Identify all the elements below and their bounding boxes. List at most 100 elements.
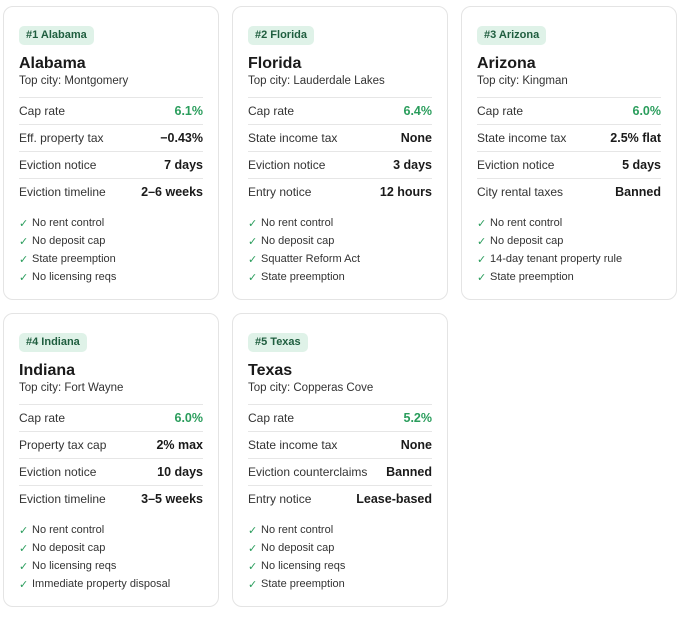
metrics-list: Cap rate 6.4% State income tax None Evicti… bbox=[248, 97, 432, 205]
check-icon: ✓ bbox=[248, 542, 258, 555]
check-icon: ✓ bbox=[248, 578, 258, 591]
metric-value: 5 days bbox=[622, 158, 661, 172]
metric-label: Entry notice bbox=[248, 492, 312, 506]
state-card-arizona: #3 Arizona Arizona Top city: Kingman Cap… bbox=[461, 6, 677, 300]
metric-row: Entry notice Lease-based bbox=[248, 486, 432, 512]
feature-label: No rent control bbox=[32, 524, 105, 536]
metric-label: State income tax bbox=[477, 131, 567, 145]
feature-item: ✓ State preemption bbox=[248, 575, 432, 593]
feature-item: ✓ State preemption bbox=[477, 268, 661, 286]
check-icon: ✓ bbox=[19, 271, 29, 284]
metric-label: Eff. property tax bbox=[19, 131, 104, 145]
feature-item: ✓ No deposit cap bbox=[477, 232, 661, 250]
check-icon: ✓ bbox=[19, 524, 29, 537]
metric-label: Eviction counterclaims bbox=[248, 465, 368, 479]
check-icon: ✓ bbox=[19, 217, 29, 230]
metric-label: Eviction timeline bbox=[19, 492, 106, 506]
metric-row: City rental taxes Banned bbox=[477, 179, 661, 205]
feature-label: 14-day tenant property rule bbox=[490, 253, 623, 265]
feature-item: ✓ No rent control bbox=[19, 521, 203, 539]
metric-value: 10 days bbox=[157, 465, 203, 479]
state-card-florida: #2 Florida Florida Top city: Lauderdale … bbox=[232, 6, 448, 300]
check-icon: ✓ bbox=[248, 271, 258, 284]
feature-label: No licensing reqs bbox=[32, 271, 117, 283]
check-icon: ✓ bbox=[248, 217, 258, 230]
state-card-indiana: #4 Indiana Indiana Top city: Fort Wayne … bbox=[3, 313, 219, 607]
feature-item: ✓ No licensing reqs bbox=[19, 557, 203, 575]
feature-item: ✓ Squatter Reform Act bbox=[248, 250, 432, 268]
metric-label: Eviction notice bbox=[477, 158, 555, 172]
metric-label: Eviction notice bbox=[19, 158, 97, 172]
state-card-texas: #5 Texas Texas Top city: Copperas Cove C… bbox=[232, 313, 448, 607]
feature-item: ✓ No deposit cap bbox=[248, 232, 432, 250]
feature-label: No deposit cap bbox=[32, 542, 106, 554]
feature-label: Immediate property disposal bbox=[32, 578, 171, 590]
metric-label: Cap rate bbox=[19, 411, 66, 425]
metric-value: None bbox=[400, 438, 432, 452]
feature-label: No rent control bbox=[261, 524, 334, 536]
metric-row: Eviction timeline 2–6 weeks bbox=[19, 179, 203, 205]
feature-item: ✓ No deposit cap bbox=[19, 539, 203, 557]
metric-label: Cap rate bbox=[477, 104, 524, 118]
feature-item: ✓ No rent control bbox=[248, 521, 432, 539]
metric-label: Eviction notice bbox=[248, 158, 326, 172]
state-name: Alabama bbox=[19, 55, 86, 72]
metric-row: Cap rate 6.0% bbox=[477, 98, 661, 125]
metric-value: 7 days bbox=[164, 158, 203, 172]
check-icon: ✓ bbox=[477, 217, 487, 230]
feature-item: ✓ No rent control bbox=[477, 214, 661, 232]
feature-item: ✓ No deposit cap bbox=[19, 232, 203, 250]
rank-badge: #3 Arizona bbox=[477, 26, 547, 45]
metric-row: Eviction counterclaims Banned bbox=[248, 459, 432, 486]
check-icon: ✓ bbox=[19, 560, 29, 573]
metric-row: Cap rate 5.2% bbox=[248, 405, 432, 432]
metric-value: Banned bbox=[615, 185, 661, 199]
metric-row: Cap rate 6.4% bbox=[248, 98, 432, 125]
metric-value: 2.5% flat bbox=[610, 131, 661, 145]
metric-row: Eviction notice 10 days bbox=[19, 459, 203, 486]
metric-row: Eviction notice 7 days bbox=[19, 152, 203, 179]
top-city: Top city: Lauderdale Lakes bbox=[248, 75, 385, 87]
feature-item: ✓ 14-day tenant property rule bbox=[477, 250, 661, 268]
features-list: ✓ No rent control ✓ No deposit cap ✓ No lic… bbox=[248, 521, 432, 593]
feature-label: No licensing reqs bbox=[261, 560, 346, 572]
metric-label: Cap rate bbox=[248, 411, 295, 425]
check-icon: ✓ bbox=[477, 253, 487, 266]
metric-row: State income tax 2.5% flat bbox=[477, 125, 661, 152]
check-icon: ✓ bbox=[477, 271, 487, 284]
metric-value: 6.4% bbox=[403, 104, 433, 118]
feature-item: ✓ State preemption bbox=[248, 268, 432, 286]
state-name: Indiana bbox=[19, 362, 76, 379]
metric-label: City rental taxes bbox=[477, 185, 564, 199]
feature-item: ✓ No rent control bbox=[248, 214, 432, 232]
feature-label: No rent control bbox=[490, 217, 563, 229]
top-city: Top city: Copperas Cove bbox=[248, 382, 374, 394]
feature-label: No deposit cap bbox=[32, 235, 106, 247]
feature-label: No rent control bbox=[261, 217, 334, 229]
metrics-list: Cap rate 5.2% State income tax None Evicti… bbox=[248, 404, 432, 512]
feature-label: State preemption bbox=[261, 578, 345, 590]
check-icon: ✓ bbox=[248, 253, 258, 266]
check-icon: ✓ bbox=[19, 235, 29, 248]
top-city: Top city: Kingman bbox=[477, 75, 568, 87]
rank-badge: #4 Indiana bbox=[19, 333, 87, 352]
metrics-list: Cap rate 6.0% Property tax cap 2% max Evic… bbox=[19, 404, 203, 512]
metric-label: Eviction notice bbox=[19, 465, 97, 479]
check-icon: ✓ bbox=[248, 524, 258, 537]
metric-value: Lease-based bbox=[356, 492, 432, 506]
metric-row: Cap rate 6.1% bbox=[19, 98, 203, 125]
feature-item: ✓ No licensing reqs bbox=[19, 268, 203, 286]
check-icon: ✓ bbox=[19, 542, 29, 555]
metric-label: Entry notice bbox=[248, 185, 312, 199]
features-list: ✓ No rent control ✓ No deposit cap ✓ Squatt… bbox=[248, 214, 432, 286]
feature-label: No deposit cap bbox=[261, 542, 335, 554]
feature-item: ✓ No deposit cap bbox=[248, 539, 432, 557]
metric-row: Eff. property tax −0.43% bbox=[19, 125, 203, 152]
metric-value: 5.2% bbox=[403, 411, 433, 425]
metrics-list: Cap rate 6.1% Eff. property tax −0.43% Evi… bbox=[19, 97, 203, 205]
metric-value: 6.0% bbox=[174, 411, 204, 425]
feature-label: State preemption bbox=[490, 271, 574, 283]
check-icon: ✓ bbox=[248, 235, 258, 248]
check-icon: ✓ bbox=[19, 253, 29, 266]
rank-badge: #1 Alabama bbox=[19, 26, 94, 45]
